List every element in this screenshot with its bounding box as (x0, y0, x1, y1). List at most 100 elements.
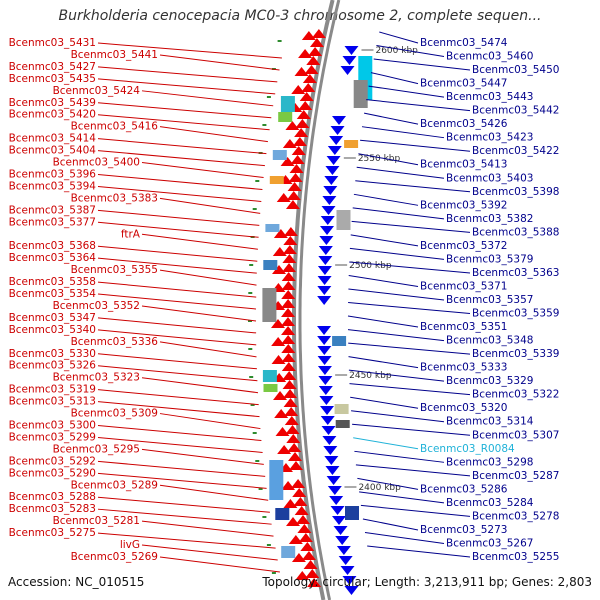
gene-label-bcenmc03_5431[interactable]: Bcenmc03_5431 (9, 37, 96, 49)
gene-label-bcenmc03_5290[interactable]: Bcenmc03_5290 (9, 467, 96, 479)
gene-label-bcenmc03_5323[interactable]: Bcenmc03_5323 (53, 372, 140, 384)
gene-label-bcenmc03_5447[interactable]: Bcenmc03_5447 (420, 78, 507, 90)
gene-label-bcenmc03_5400[interactable]: Bcenmc03_5400 (53, 157, 140, 169)
reverse-gene-arrow (318, 256, 333, 265)
gene-label-bcenmc03_5281[interactable]: Bcenmc03_5281 (53, 515, 140, 527)
gene-label-bcenmc03_5420[interactable]: Bcenmc03_5420 (9, 109, 96, 121)
gene-label-bcenmc03_5398[interactable]: Bcenmc03_5398 (472, 186, 559, 198)
gene-label-bcenmc03_5295[interactable]: Bcenmc03_5295 (53, 443, 140, 455)
gene-label-bcenmc03_5347[interactable]: Bcenmc03_5347 (9, 312, 96, 324)
gene-label-bcenmc03_5387[interactable]: Bcenmc03_5387 (9, 204, 96, 216)
gene-label-bcenmc03_5300[interactable]: Bcenmc03_5300 (9, 420, 96, 432)
leader-line (350, 234, 419, 247)
gene-label-bcenmc03_5363[interactable]: Bcenmc03_5363 (472, 267, 559, 279)
gene-label-bcenmc03_5269[interactable]: Bcenmc03_5269 (71, 551, 158, 563)
gene-label-bcenmc03_5450[interactable]: Bcenmc03_5450 (472, 64, 559, 76)
forward-gene-arrow (301, 551, 316, 560)
gene-label-ftra[interactable]: ftrA (121, 228, 141, 240)
gene-label-bcenmc03_5377[interactable]: Bcenmc03_5377 (9, 216, 96, 228)
gene-label-bcenmc03_5371[interactable]: Bcenmc03_5371 (420, 280, 507, 292)
gene-label-bcenmc03_5313[interactable]: Bcenmc03_5313 (9, 396, 96, 408)
gene-label-bcenmc03_5314[interactable]: Bcenmc03_5314 (446, 416, 534, 428)
gene-label-bcenmc03_5439[interactable]: Bcenmc03_5439 (9, 97, 96, 109)
gene-label-bcenmc03_5330[interactable]: Bcenmc03_5330 (9, 348, 96, 360)
gene-label-bcenmc03_5284[interactable]: Bcenmc03_5284 (446, 497, 534, 509)
gene-label-livg[interactable]: livG (120, 539, 140, 551)
forward-gene-arrow (296, 515, 311, 524)
gene-label-bcenmc03_5392[interactable]: Bcenmc03_5392 (420, 199, 507, 211)
forward-gene-arrow (281, 335, 296, 344)
gene-label-bcenmc03_5298[interactable]: Bcenmc03_5298 (446, 456, 533, 468)
gene-label-bcenmc03_5336[interactable]: Bcenmc03_5336 (71, 336, 159, 348)
gene-label-bcenmc03_5286[interactable]: Bcenmc03_5286 (420, 483, 508, 495)
gene-label-bcenmc03_5423[interactable]: Bcenmc03_5423 (446, 132, 533, 144)
gene-label-bcenmc03_5340[interactable]: Bcenmc03_5340 (9, 324, 96, 336)
leader-line (349, 383, 471, 396)
gene-label-bcenmc03_5352[interactable]: Bcenmc03_5352 (53, 300, 140, 312)
leader-line (159, 341, 257, 358)
gene-label-bcenmc03_5379[interactable]: Bcenmc03_5379 (446, 253, 533, 265)
gene-label-bcenmc03_5275[interactable]: Bcenmc03_5275 (9, 527, 96, 539)
gene-label-bcenmc03_5289[interactable]: Bcenmc03_5289 (71, 479, 158, 491)
gene-label-bcenmc03_5394[interactable]: Bcenmc03_5394 (9, 180, 97, 192)
gene-labels[interactable]: Bcenmc03_5431Bcenmc03_5441Bcenmc03_5427B… (9, 37, 560, 563)
gene-label-bcenmc03_5267[interactable]: Bcenmc03_5267 (446, 537, 533, 549)
gene-label-bcenmc03_5351[interactable]: Bcenmc03_5351 (420, 321, 507, 333)
gene-label-bcenmc03_5414[interactable]: Bcenmc03_5414 (9, 133, 97, 145)
gene-label-bcenmc03_5426[interactable]: Bcenmc03_5426 (420, 118, 508, 130)
gene-label-bcenmc03_5388[interactable]: Bcenmc03_5388 (472, 226, 559, 238)
gene-label-bcenmc03_5460[interactable]: Bcenmc03_5460 (446, 51, 533, 63)
gene-label-bcenmc03_5442[interactable]: Bcenmc03_5442 (472, 105, 559, 117)
feature-block (344, 140, 359, 148)
gene-label-bcenmc03_r0084[interactable]: Bcenmc03_R0084 (420, 443, 515, 455)
gene-label-bcenmc03_5474[interactable]: Bcenmc03_5474 (420, 37, 508, 49)
gene-label-bcenmc03_5382[interactable]: Bcenmc03_5382 (446, 213, 533, 225)
gene-label-bcenmc03_5309[interactable]: Bcenmc03_5309 (71, 408, 158, 420)
forward-gene-arrow (285, 200, 300, 209)
gene-label-bcenmc03_5435[interactable]: Bcenmc03_5435 (9, 73, 96, 85)
forward-gene-arrow (300, 542, 315, 551)
gene-label-bcenmc03_5348[interactable]: Bcenmc03_5348 (446, 335, 533, 347)
gene-label-bcenmc03_5319[interactable]: Bcenmc03_5319 (9, 384, 96, 396)
gene-label-bcenmc03_5288[interactable]: Bcenmc03_5288 (9, 491, 96, 503)
gene-label-bcenmc03_5326[interactable]: Bcenmc03_5326 (9, 360, 97, 372)
gene-label-bcenmc03_5355[interactable]: Bcenmc03_5355 (71, 264, 158, 276)
position-tick (277, 40, 282, 42)
gene-label-bcenmc03_5358[interactable]: Bcenmc03_5358 (9, 276, 96, 288)
leader-line (97, 389, 259, 406)
gene-label-bcenmc03_5333[interactable]: Bcenmc03_5333 (420, 362, 507, 374)
gene-label-bcenmc03_5339[interactable]: Bcenmc03_5339 (472, 348, 559, 360)
forward-gene-arrow (281, 281, 296, 290)
gene-label-bcenmc03_5364[interactable]: Bcenmc03_5364 (9, 252, 97, 264)
gene-label-bcenmc03_5354[interactable]: Bcenmc03_5354 (9, 288, 97, 300)
gene-label-bcenmc03_5403[interactable]: Bcenmc03_5403 (446, 172, 533, 184)
reverse-gene-arrow (326, 476, 341, 485)
gene-label-bcenmc03_5396[interactable]: Bcenmc03_5396 (9, 168, 97, 180)
gene-label-bcenmc03_5255[interactable]: Bcenmc03_5255 (472, 551, 559, 563)
gene-label-bcenmc03_5404[interactable]: Bcenmc03_5404 (9, 145, 97, 157)
gene-label-bcenmc03_5283[interactable]: Bcenmc03_5283 (9, 503, 96, 515)
gene-label-bcenmc03_5416[interactable]: Bcenmc03_5416 (71, 121, 159, 133)
gene-label-bcenmc03_5424[interactable]: Bcenmc03_5424 (53, 85, 141, 97)
gene-label-bcenmc03_5287[interactable]: Bcenmc03_5287 (472, 470, 559, 482)
gene-label-bcenmc03_5299[interactable]: Bcenmc03_5299 (9, 431, 96, 443)
gene-label-bcenmc03_5427[interactable]: Bcenmc03_5427 (9, 61, 96, 73)
gene-label-bcenmc03_5413[interactable]: Bcenmc03_5413 (420, 159, 507, 171)
gene-label-bcenmc03_5292[interactable]: Bcenmc03_5292 (9, 455, 96, 467)
gene-label-bcenmc03_5372[interactable]: Bcenmc03_5372 (420, 240, 507, 252)
leader-line (353, 193, 419, 206)
gene-label-bcenmc03_5320[interactable]: Bcenmc03_5320 (420, 402, 507, 414)
gene-label-bcenmc03_5278[interactable]: Bcenmc03_5278 (472, 510, 559, 522)
gene-label-bcenmc03_5383[interactable]: Bcenmc03_5383 (71, 192, 158, 204)
gene-label-bcenmc03_5359[interactable]: Bcenmc03_5359 (472, 308, 559, 320)
gene-label-bcenmc03_5357[interactable]: Bcenmc03_5357 (446, 294, 533, 306)
gene-label-bcenmc03_5307[interactable]: Bcenmc03_5307 (472, 429, 559, 441)
gene-label-bcenmc03_5329[interactable]: Bcenmc03_5329 (446, 375, 533, 387)
reverse-gene-arrow (317, 296, 332, 305)
gene-label-bcenmc03_5441[interactable]: Bcenmc03_5441 (71, 49, 158, 61)
gene-label-bcenmc03_5443[interactable]: Bcenmc03_5443 (446, 91, 533, 103)
gene-label-bcenmc03_5322[interactable]: Bcenmc03_5322 (472, 389, 559, 401)
gene-label-bcenmc03_5368[interactable]: Bcenmc03_5368 (9, 240, 96, 252)
gene-label-bcenmc03_5422[interactable]: Bcenmc03_5422 (472, 145, 559, 157)
gene-label-bcenmc03_5273[interactable]: Bcenmc03_5273 (420, 524, 507, 536)
